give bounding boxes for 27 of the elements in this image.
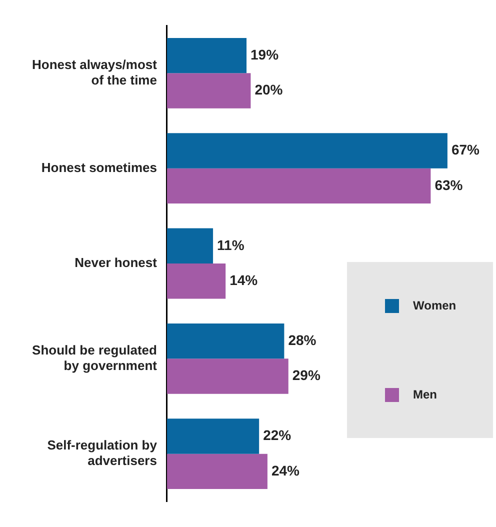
bar [166, 133, 448, 168]
data-label: 28% [288, 332, 317, 348]
bar [166, 454, 268, 490]
data-label: 29% [292, 367, 321, 384]
legend-label: Women [413, 298, 456, 312]
bar [166, 73, 251, 108]
data-label: 63% [434, 176, 464, 193]
data-label: 11% [217, 236, 245, 253]
bar [166, 38, 247, 74]
bar [166, 418, 260, 454]
y-tick-label: Honest sometimes [41, 160, 157, 175]
bar [166, 264, 226, 299]
y-tick-label: Never honest [74, 255, 158, 270]
bar [166, 323, 284, 359]
data-label: 24% [271, 462, 300, 478]
y-tick-label: Self-regulation by advertisers [47, 438, 158, 468]
data-label: 14% [230, 272, 258, 288]
bar [166, 168, 431, 204]
bar [166, 358, 288, 394]
data-label: 20% [254, 82, 284, 98]
data-label: 19% [250, 46, 280, 62]
y-tick-label: Honest always/most of the time [32, 56, 158, 88]
data-label: 22% [263, 427, 292, 444]
y-tick-label: Should be regulated by government [32, 342, 158, 374]
bar [166, 228, 214, 264]
legend-label: Men [413, 387, 437, 402]
data-label: 67% [451, 142, 480, 158]
